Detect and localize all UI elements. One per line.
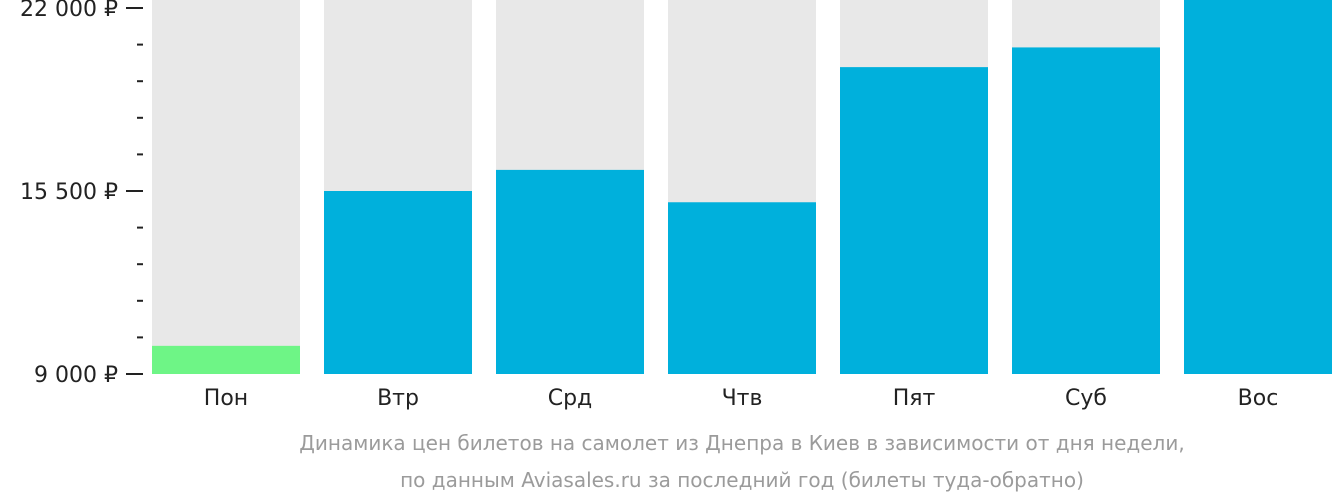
bar-2 (324, 191, 472, 374)
chart-caption-line-2: по данным Aviasales.ru за последний год … (400, 468, 1084, 492)
chart-caption-line-1: Динамика цен билетов на самолет из Днепр… (299, 431, 1185, 455)
bar-3 (496, 169, 644, 374)
bar-6 (1012, 47, 1160, 375)
x-tick-label: Чтв (722, 386, 763, 411)
y-tick-label: 15 500 ₽ (20, 180, 118, 205)
y-tick-label: 9 000 ₽ (34, 363, 118, 388)
x-axis: Пон Втр Срд Чтв Пят Суб Вос (204, 386, 1279, 411)
x-tick-label: Вос (1238, 386, 1279, 411)
price-bars (152, 0, 1332, 375)
x-tick-label: Пон (204, 386, 248, 411)
bar-7 (1184, 0, 1332, 374)
bar-5 (840, 67, 988, 374)
bar-1 (152, 345, 300, 374)
x-tick-label: Пят (893, 386, 936, 411)
y-tick-label: 22 000 ₽ (20, 0, 118, 22)
bar-background-1 (152, 0, 300, 374)
x-tick-label: Срд (548, 386, 593, 411)
y-axis: 22 000 ₽ 15 500 ₽ 9 000 ₽ (20, 0, 143, 388)
x-tick-label: Суб (1065, 386, 1107, 411)
x-tick-label: Втр (377, 386, 419, 411)
bar-4 (668, 202, 816, 374)
